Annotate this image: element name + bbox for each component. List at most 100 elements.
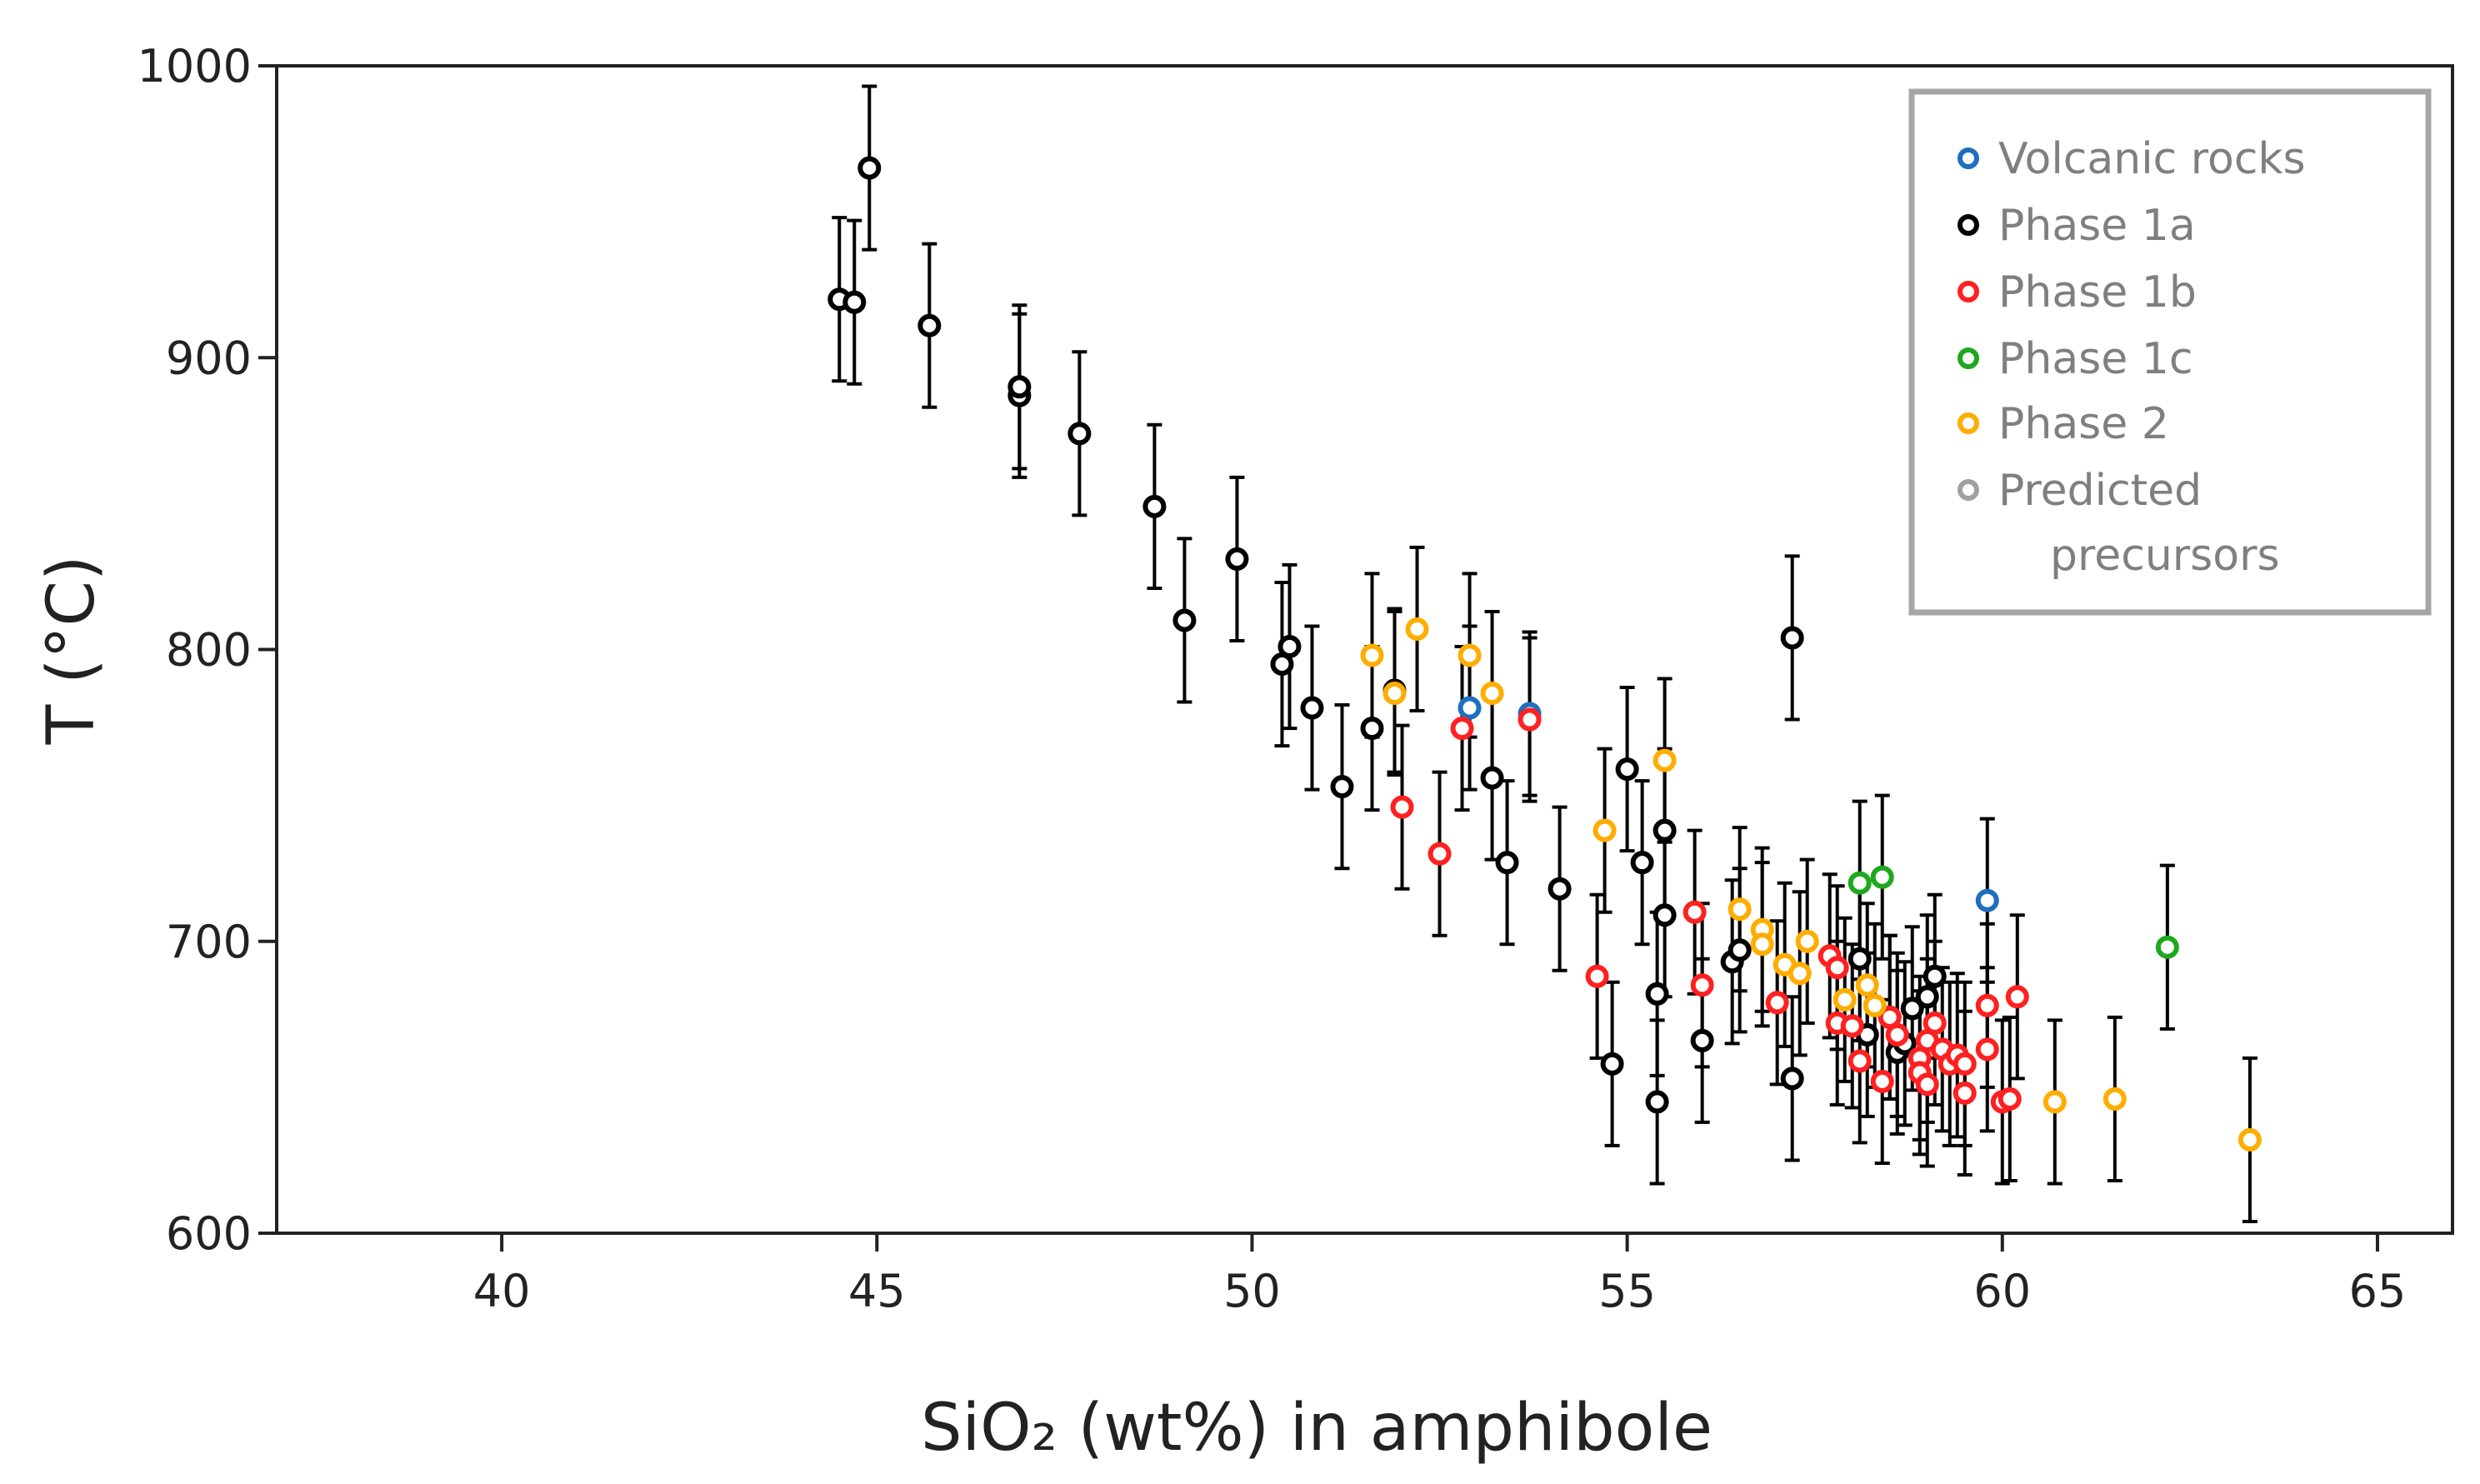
x-tick-label-45: 45	[848, 1265, 906, 1317]
point-phase-1a-31	[1848, 947, 1872, 971]
point-phase-1a-19	[1600, 1052, 1624, 1076]
point-volcanic-rocks-0	[1458, 696, 1482, 720]
point-phase-1b-1	[1428, 842, 1452, 866]
point-phase-1b-20	[1922, 1011, 1947, 1035]
legend-marker-phase-2	[1958, 412, 1979, 434]
point-phase-1b-29	[1998, 1087, 2022, 1111]
point-phase-1b-27	[1975, 993, 1999, 1017]
legend-marker-phase-1a	[1958, 214, 1979, 236]
point-phase-1b-19	[1915, 1072, 1939, 1097]
point-phase-1a-30	[1780, 626, 1804, 650]
legend-label-phase-2: Phase 2	[1998, 399, 2169, 449]
point-phase-1a-28	[1728, 938, 1752, 962]
legend: Volcanic rocks Phase 1a Phase 1b Phase 1…	[1908, 88, 2432, 616]
legend-marker-phase-1b	[1958, 281, 1979, 302]
x-tick-label-65: 65	[2349, 1265, 2407, 1317]
y-tick-label-900: 900	[166, 332, 252, 384]
point-phase-2-4	[1480, 682, 1504, 706]
point-phase-1c-1	[1870, 865, 1894, 889]
point-phase-1b-5	[1682, 900, 1707, 924]
point-phase-2-5	[1592, 818, 1617, 842]
point-phase-1a-20	[1615, 757, 1639, 782]
point-phase-1b-13	[1870, 1069, 1894, 1093]
point-phase-1a-22	[1645, 1090, 1669, 1114]
point-phase-2-6	[1652, 748, 1677, 772]
point-phase-1b-26	[1975, 1037, 1999, 1062]
point-phase-1a-9	[1225, 547, 1249, 571]
data-layer	[828, 84, 2262, 1223]
point-phase-1a-25	[1652, 903, 1677, 927]
x-tick-label-55: 55	[1598, 1265, 1656, 1317]
point-phase-1c-0	[1848, 871, 1872, 895]
legend-marker-phase-1c	[1958, 347, 1979, 369]
legend-label-volcanic-rocks: Volcanic rocks	[1998, 134, 2306, 184]
point-phase-2-0	[1360, 643, 1384, 667]
point-phase-1a-2	[858, 156, 882, 180]
point-phase-1a-36	[1900, 997, 1924, 1021]
point-phase-1b-11	[1840, 1014, 1864, 1038]
point-phase-2-7	[1728, 897, 1752, 922]
point-phase-2-2	[1405, 617, 1429, 641]
legend-marker-predicted-precursors	[1958, 479, 1979, 501]
x-axis-title: SiO₂ (wt%) in amphibole	[921, 1391, 1712, 1466]
point-phase-1a-7	[1142, 494, 1167, 518]
legend-label-phase-1c: Phase 1c	[1998, 334, 2192, 384]
y-tick-label-600: 600	[166, 1207, 252, 1260]
legend-label-predicted: Predicted	[1998, 466, 2202, 516]
point-phase-1a-11	[1278, 634, 1302, 658]
point-phase-1a-18	[1548, 877, 1572, 901]
point-phase-1a-16	[1480, 766, 1504, 790]
point-phase-1b-4	[1585, 964, 1609, 988]
x-tick-label-50: 50	[1223, 1265, 1281, 1317]
y-axis-title: T (°C)	[34, 556, 109, 746]
point-phase-1b-9	[1825, 956, 1849, 980]
point-phase-2-3	[1458, 643, 1482, 667]
point-phase-2-1	[1382, 682, 1407, 706]
point-phase-1a-26	[1690, 1028, 1714, 1052]
point-phase-1a-5	[1008, 375, 1032, 399]
point-phase-1a-1	[842, 290, 867, 314]
point-phase-2-9	[1750, 932, 1774, 957]
legend-label-precursors: precursors	[2050, 531, 2280, 581]
legend-label-phase-1a: Phase 1a	[1998, 201, 2196, 251]
x-tick-label-40: 40	[473, 1265, 531, 1317]
point-phase-1a-38	[1922, 964, 1947, 988]
point-phase-1a-29	[1780, 1067, 1804, 1091]
point-phase-1a-8	[1172, 608, 1197, 632]
point-phase-1b-12	[1848, 1049, 1872, 1073]
legend-label-phase-1b: Phase 1b	[1998, 267, 2197, 317]
point-phase-1a-13	[1330, 775, 1354, 799]
point-phase-2-11	[1788, 962, 1812, 986]
point-phase-1a-24	[1652, 818, 1677, 842]
point-phase-1a-6	[1068, 422, 1092, 446]
point-phase-1a-17	[1495, 851, 1519, 875]
point-phase-1b-25	[1952, 1052, 1977, 1076]
point-phase-1b-2	[1450, 717, 1474, 741]
legend-marker-volcanic-rocks	[1958, 147, 1979, 169]
point-phase-2-14	[1855, 973, 1879, 997]
point-phase-1b-6	[1690, 973, 1714, 997]
point-phase-2-17	[2102, 1087, 2127, 1111]
y-tick-label-800: 800	[166, 624, 252, 677]
point-phase-2-12	[1795, 929, 1819, 953]
point-phase-1a-21	[1630, 851, 1654, 875]
point-volcanic-rocks-2	[1975, 888, 1999, 912]
x-tick-label-60: 60	[1973, 1265, 2031, 1317]
y-tick-label-1000: 1000	[138, 40, 252, 92]
point-phase-1a-12	[1300, 696, 1324, 720]
y-tick-label-700: 700	[166, 916, 252, 968]
point-phase-2-15	[1862, 993, 1887, 1017]
point-phase-1b-3	[1518, 707, 1542, 732]
point-phase-1a-23	[1645, 982, 1669, 1006]
point-phase-1c-2	[2155, 935, 2179, 959]
point-phase-1b-24	[1952, 1081, 1977, 1105]
point-phase-2-18	[2238, 1127, 2262, 1152]
point-phase-1b-15	[1885, 1022, 1909, 1047]
point-phase-2-13	[1832, 987, 1857, 1012]
point-phase-1b-7	[1765, 991, 1789, 1015]
point-phase-1a-3	[918, 313, 942, 337]
point-phase-1b-30	[2005, 985, 2029, 1009]
legend-box	[1908, 88, 2432, 616]
point-phase-2-16	[2042, 1090, 2067, 1114]
